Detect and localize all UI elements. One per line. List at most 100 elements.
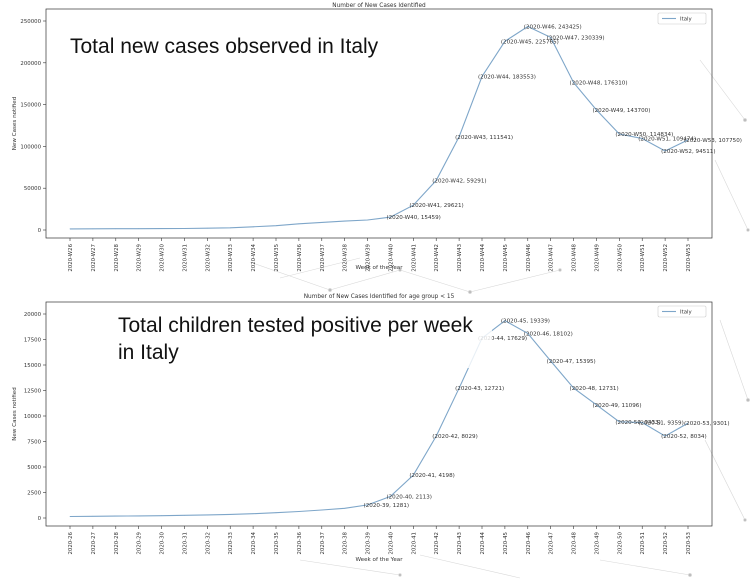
caption-total-cases: Total new cases observed in Italy (66, 33, 383, 62)
x-tick-label: 2020-W42 (434, 244, 440, 272)
data-point (458, 136, 460, 138)
data-label: (2020-W47, 230339) (547, 35, 605, 41)
data-point (596, 404, 597, 406)
data-point (69, 228, 71, 230)
data-label: (2020-49, 11096) (592, 403, 641, 409)
x-tick-label: 2020-W45 (503, 244, 509, 272)
data-point (344, 507, 346, 509)
data-point (412, 474, 414, 476)
data-label: (2020-48, 12731) (570, 386, 619, 392)
data-point (481, 76, 483, 77)
data-label: (2020-39, 1281) (364, 503, 410, 509)
data-point (390, 496, 391, 497)
data-point (504, 40, 506, 42)
data-label: (2020-40, 2113) (386, 494, 432, 500)
data-point (69, 516, 71, 517)
plot-frame (45, 8, 713, 239)
data-point (367, 219, 368, 221)
data-label: (2020-W46, 243425) (524, 24, 582, 30)
data-label: (2020-52, 8034) (661, 434, 707, 440)
x-tick-label: 2020-49 (594, 531, 600, 554)
x-tick-label: 2020-W41 (411, 244, 417, 272)
data-label: (2020-42, 8029) (432, 434, 478, 440)
y-tick-label: 20000 (24, 312, 42, 318)
x-tick-label: 2020-W39 (366, 243, 372, 271)
data-point (206, 227, 208, 229)
data-label: (2020-W43, 111541) (455, 135, 513, 141)
data-label: (2020-W52, 94511) (661, 149, 715, 155)
x-tick-label: 2020-W51 (640, 244, 646, 272)
x-tick-label: 2020-39 (366, 531, 372, 554)
data-point (527, 332, 529, 334)
y-tick-label: 12500 (24, 389, 42, 395)
x-tick-label: 2020-W30 (160, 243, 166, 271)
x-tick-label: 2020-44 (480, 531, 486, 554)
data-point (229, 514, 231, 515)
y-tick-label: 200000 (20, 61, 41, 67)
x-tick-label: 2020-W26 (68, 243, 74, 271)
data-point (184, 514, 185, 516)
x-tick-label: 2020-W47 (549, 244, 555, 272)
data-label: (2020-44, 17629) (478, 336, 527, 342)
data-label: (2020-51, 9359) (638, 421, 684, 427)
x-tick-label: 2020-W44 (480, 243, 486, 271)
data-point (252, 513, 254, 515)
data-point (161, 228, 162, 229)
y-tick-label: 7500 (27, 440, 41, 446)
data-point (573, 387, 574, 389)
data-point (344, 220, 346, 222)
x-tick-label: 2020-28 (114, 531, 120, 554)
y-tick-label: 150000 (20, 103, 41, 109)
caption-children-cases: Total children tested positive per week … (114, 312, 492, 368)
x-tick-label: 2020-48 (572, 531, 578, 554)
x-tick-label: 2020-W28 (114, 243, 120, 271)
x-tick-label: 2020-36 (297, 531, 303, 554)
x-tick-label: 2020-W50 (617, 243, 623, 271)
series-line-italy (69, 25, 689, 230)
x-tick-label: 2020-29 (137, 531, 143, 554)
data-point (206, 514, 208, 516)
x-tick-label: 2020-42 (434, 532, 440, 555)
x-tick-label: 2020-33 (228, 532, 234, 555)
data-point (138, 515, 140, 517)
legend-label: Italy (680, 17, 693, 23)
chart-title: Number of New Cases Identified for age g… (304, 294, 455, 300)
x-tick-label: 2020-26 (68, 531, 74, 554)
line-chart-total-cases: Number of New Cases Identified 0 50000 1000… (12, 3, 742, 272)
data-point (527, 26, 529, 27)
x-tick-label: 2020-W27 (91, 244, 97, 272)
x-tick-label: 2020-W31 (182, 244, 188, 272)
x-tick-label: 2020-W35 (274, 244, 280, 272)
x-tick-label: 2020-W29 (137, 243, 143, 271)
x-tick-label: 2020-41 (411, 532, 417, 555)
data-point (138, 228, 140, 230)
y-tick-label: 5000 (27, 465, 41, 471)
data-point (687, 422, 689, 424)
series-line-italy (69, 320, 689, 518)
data-label: (2020-W44, 183553) (478, 75, 536, 81)
data-point (298, 223, 300, 225)
x-tick-label: 2020-47 (549, 532, 555, 555)
data-label: (2020-W40, 15459) (386, 215, 440, 221)
chart-title: Number of New Cases Identified (332, 3, 426, 9)
data-label: (2020-W50, 114834) (615, 132, 673, 138)
data-point (435, 435, 437, 437)
data-label: (2020-45, 19339) (501, 319, 550, 325)
x-tick-label: 2020-31 (182, 532, 188, 555)
data-label: (2020-W48, 176310) (570, 81, 628, 87)
data-label: (2020-W42, 59291) (432, 178, 486, 184)
x-tick-label: 2020-W34 (251, 243, 257, 271)
data-point (92, 515, 94, 517)
x-tick-label: 2020-W36 (297, 243, 303, 271)
data-point (504, 320, 506, 322)
x-tick-label: 2020-W32 (205, 244, 211, 272)
y-tick-label: 100000 (20, 144, 41, 150)
data-point (573, 82, 574, 84)
x-tick-label: 2020-27 (91, 532, 97, 555)
data-label: (2020-W41, 29621) (409, 203, 463, 209)
data-point (390, 216, 391, 218)
x-axis-label: Week of the Year (355, 557, 403, 563)
data-point (618, 133, 620, 135)
y-tick-label: 10000 (24, 414, 42, 420)
data-label: (2020-47, 15395) (547, 359, 596, 365)
